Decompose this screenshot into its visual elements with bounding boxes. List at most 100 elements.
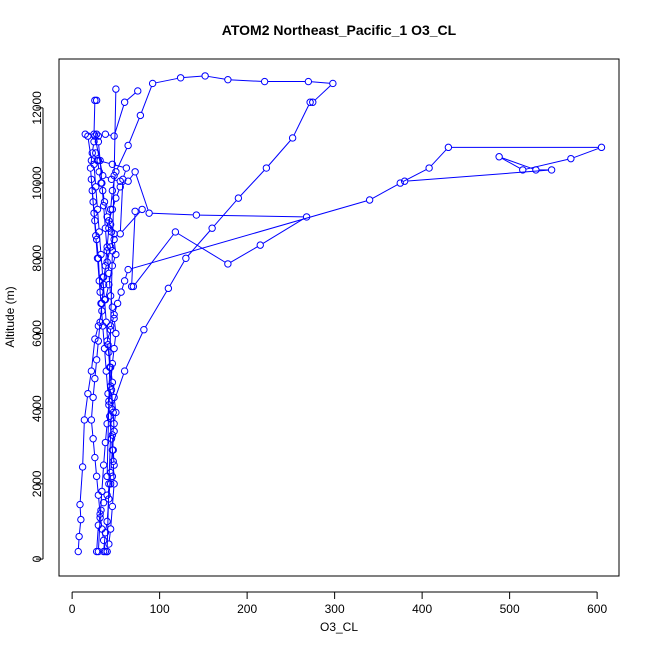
- x-tick-label: 500: [500, 602, 520, 616]
- data-point: [90, 138, 98, 146]
- data-point: [208, 224, 216, 232]
- data-point: [102, 367, 110, 375]
- data-point: [92, 356, 101, 364]
- data-point: [99, 536, 108, 544]
- series-segment: [108, 329, 112, 398]
- data-point: [107, 386, 116, 394]
- series-segment: [108, 411, 112, 481]
- data-point: [112, 250, 120, 259]
- series-segment: [97, 163, 100, 169]
- data-point: [234, 194, 243, 202]
- data-point: [74, 547, 82, 556]
- series-segment: [183, 75, 202, 79]
- data-point: [95, 228, 103, 236]
- y-tick-label: 0: [30, 555, 44, 562]
- data-point: [131, 168, 139, 176]
- series-segment: [114, 415, 116, 421]
- x-tick-label: 300: [325, 602, 345, 616]
- data-point: [105, 397, 113, 405]
- data-point: [495, 153, 503, 161]
- series-segment: [110, 453, 113, 470]
- data-point: [86, 164, 95, 172]
- data-point: [444, 143, 453, 152]
- series-segment: [208, 75, 225, 80]
- data-point: [124, 141, 132, 150]
- data-point: [108, 359, 117, 368]
- data-point: [260, 77, 269, 86]
- series-segment: [104, 204, 108, 214]
- data-point: [117, 288, 125, 296]
- series-segment: [213, 200, 237, 227]
- data-point: [110, 480, 118, 488]
- series-segment: [91, 182, 94, 199]
- data-point: [108, 186, 117, 195]
- data-point: [77, 515, 85, 524]
- series-segment: [122, 211, 141, 232]
- data-point: [91, 453, 99, 462]
- data-point: [96, 514, 104, 522]
- series-segment: [93, 103, 96, 132]
- y-axis: 0 2000 4000 6000 8000 10000 12000: [30, 91, 44, 563]
- series-segment: [231, 79, 262, 82]
- data-point: [101, 438, 110, 447]
- series-segment: [110, 193, 113, 207]
- series-segment: [372, 184, 398, 199]
- series-segment: [104, 351, 107, 368]
- series-segment: [96, 528, 99, 549]
- data-point: [106, 322, 115, 330]
- data-point: [98, 487, 106, 496]
- series-segment: [262, 218, 305, 244]
- series-segment: [113, 336, 117, 346]
- series-segment: [98, 498, 101, 511]
- series-segment: [106, 253, 110, 271]
- series-segment: [77, 539, 80, 549]
- series-segment: [293, 104, 310, 136]
- data-point: [110, 314, 118, 323]
- series-segment: [199, 214, 304, 218]
- series-segment: [92, 381, 96, 395]
- series-segment: [134, 234, 174, 285]
- data-point: [78, 463, 87, 471]
- data-point: [288, 134, 297, 142]
- data-point: [120, 98, 129, 106]
- series-segment: [105, 287, 109, 297]
- series-segment: [100, 306, 104, 323]
- series-segment: [103, 445, 106, 462]
- x-tick-label: 200: [237, 602, 257, 616]
- data-point: [101, 529, 110, 537]
- data-point: [91, 374, 99, 383]
- series-segment: [95, 238, 98, 256]
- data-point: [103, 258, 111, 266]
- data-point: [103, 491, 111, 499]
- data-point: [99, 171, 107, 180]
- data-point: [94, 521, 103, 529]
- data-point: [309, 98, 317, 106]
- data-point: [171, 228, 180, 236]
- data-point: [75, 532, 83, 541]
- series-segment: [126, 92, 136, 101]
- series-segment: [87, 139, 92, 158]
- data-point: [104, 341, 112, 349]
- data-point: [224, 75, 232, 84]
- data-point: [108, 502, 117, 511]
- series-segment: [112, 310, 115, 316]
- series-segment: [268, 140, 291, 166]
- series-segment: [135, 174, 149, 211]
- series-segment: [125, 332, 143, 369]
- series-segment: [110, 509, 113, 526]
- series-segment: [105, 176, 109, 179]
- data-point: [87, 175, 96, 184]
- data-point: [103, 243, 111, 251]
- x-tick-label: 600: [587, 602, 607, 616]
- data-point: [102, 318, 110, 326]
- data-point: [91, 216, 99, 225]
- x-tick-label: 100: [150, 602, 170, 616]
- data-point: [182, 254, 190, 262]
- series-segment: [103, 265, 107, 275]
- series-segment: [110, 253, 113, 323]
- data-point: [122, 164, 131, 172]
- data-point: [94, 337, 103, 345]
- data-point: [94, 547, 103, 556]
- data-point: [140, 326, 148, 334]
